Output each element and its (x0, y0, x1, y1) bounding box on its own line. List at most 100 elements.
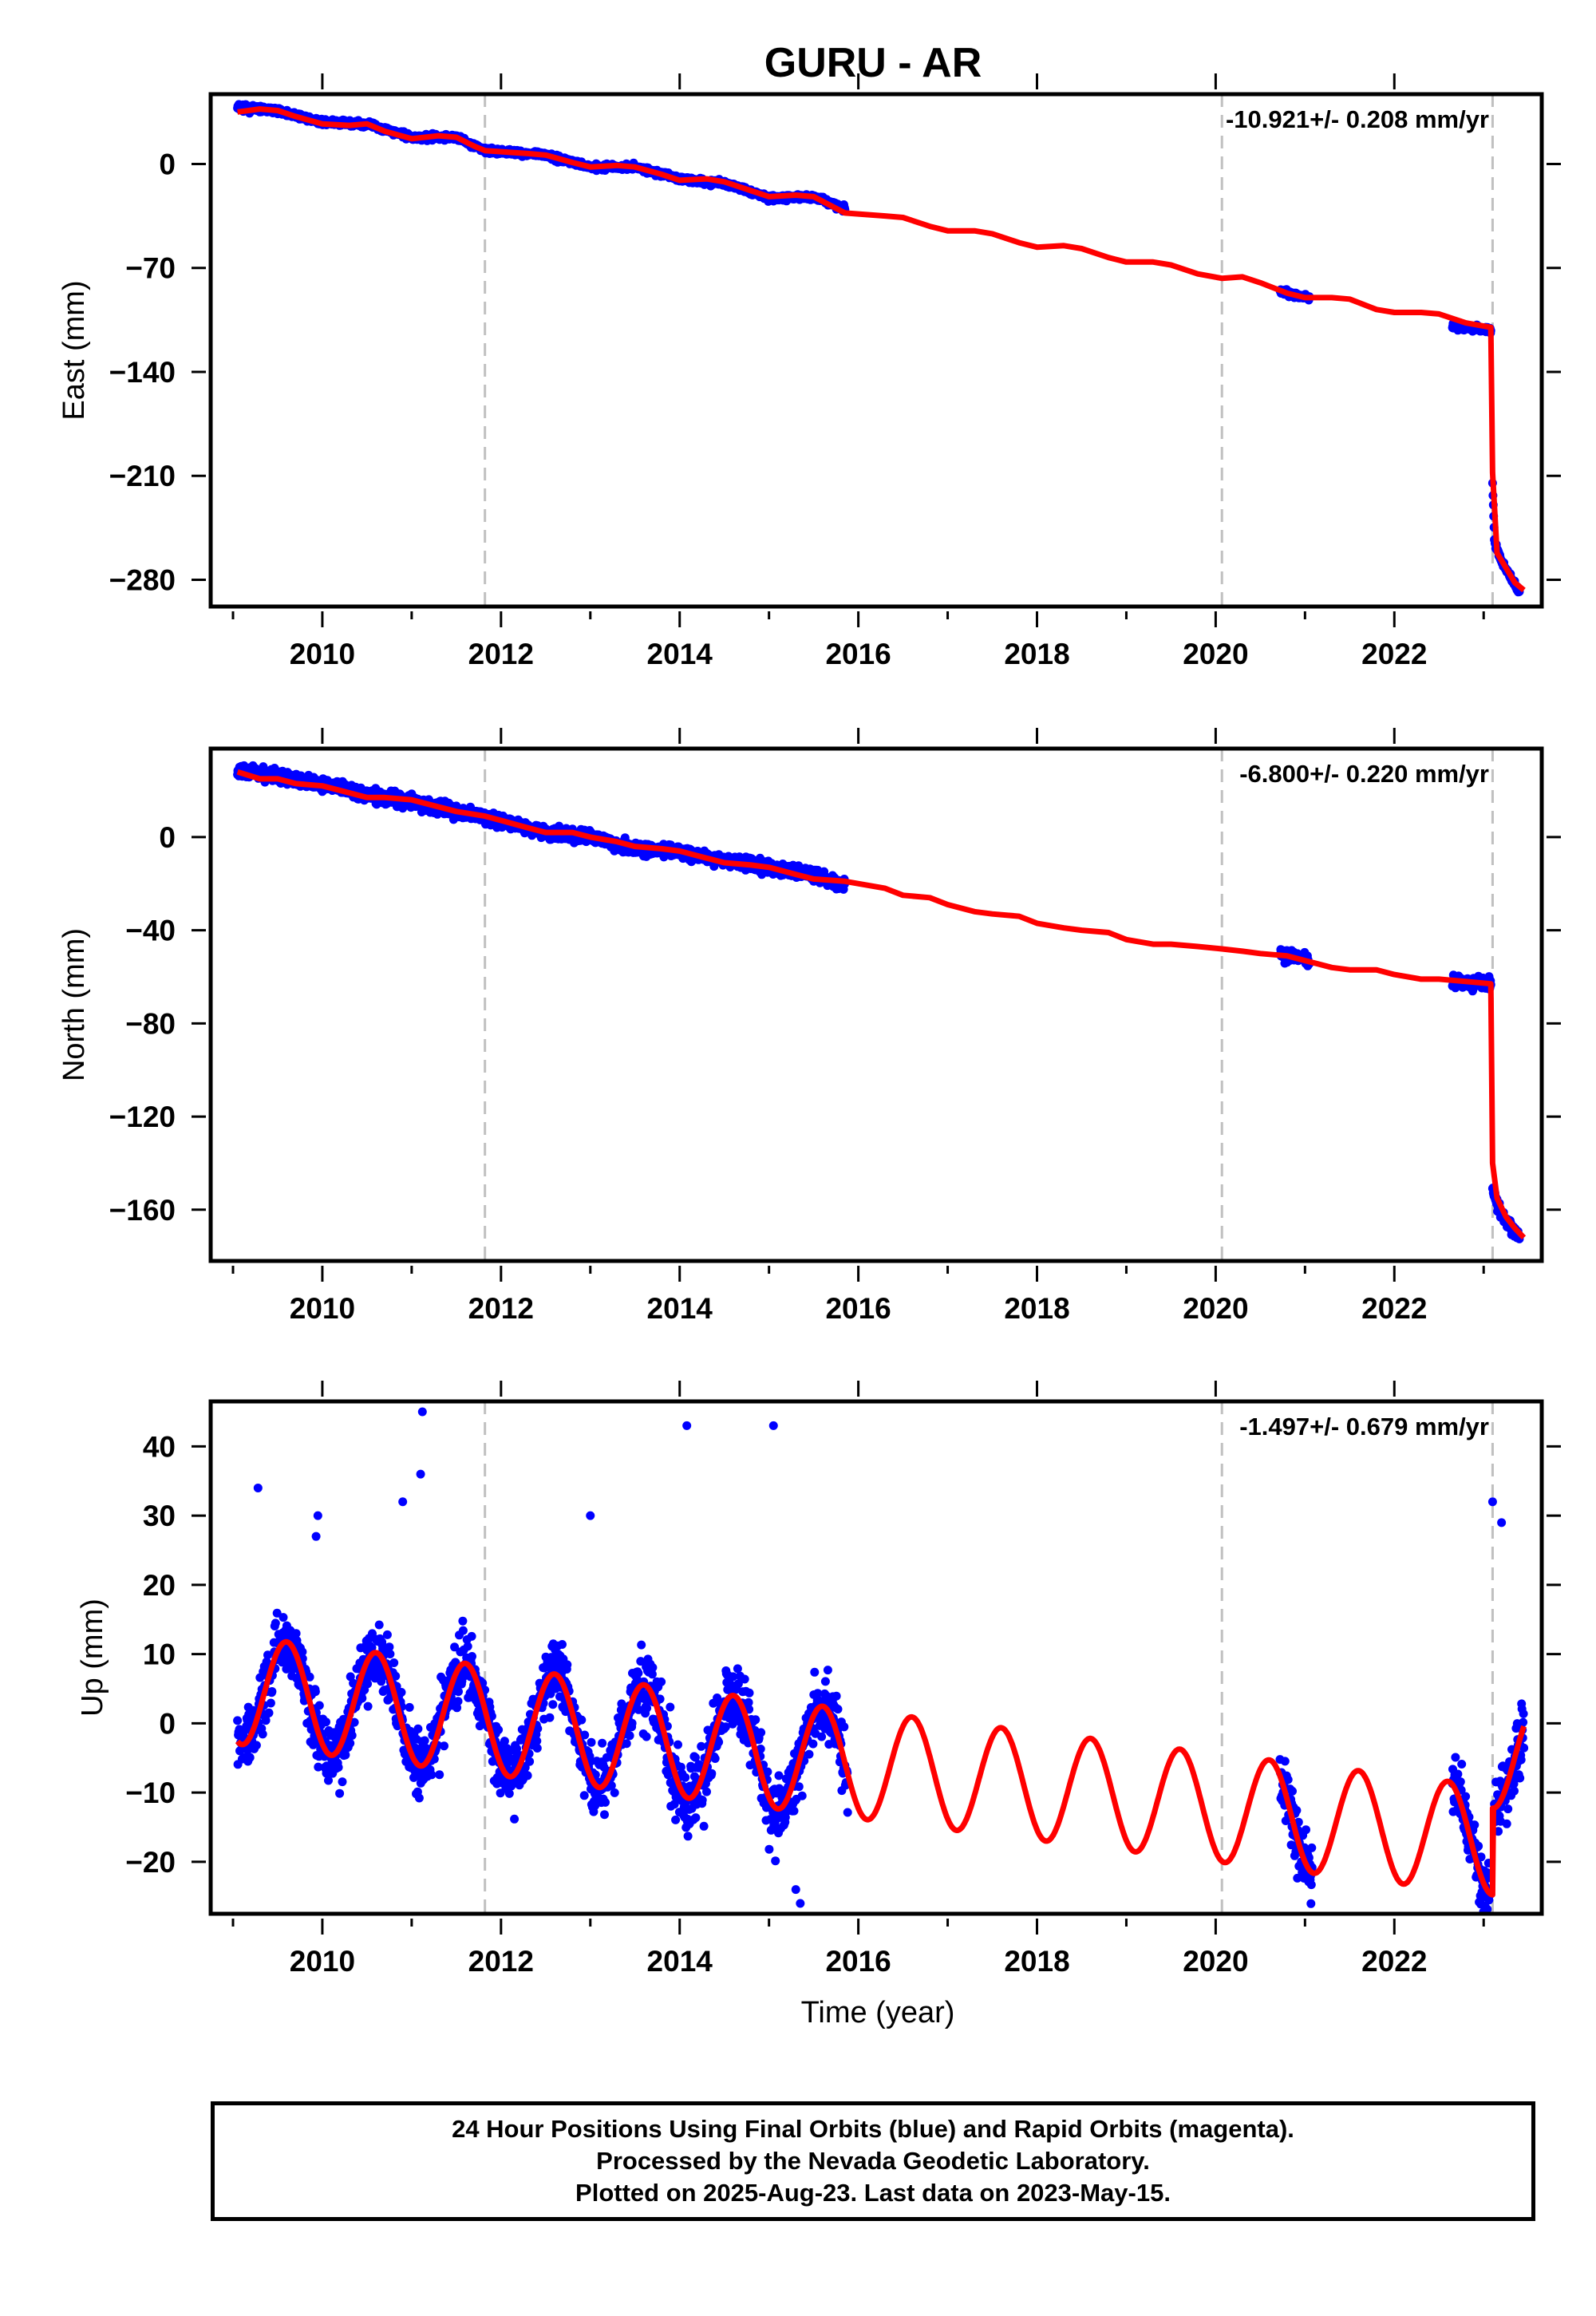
x-tick-label: 2016 (825, 1292, 891, 1325)
x-tick-label: 2014 (647, 638, 713, 670)
data-point (363, 1701, 373, 1711)
x-tick-label: 2010 (290, 638, 355, 670)
data-point (523, 1771, 532, 1780)
x-axis: 2010 2012 2014 2016 2018 2020 2022 (231, 73, 1485, 670)
y-tick-label: −80 (125, 1007, 176, 1040)
data-point (389, 1658, 399, 1667)
data-point (309, 1740, 318, 1749)
data-point (310, 1687, 320, 1697)
data-point (533, 1724, 543, 1733)
x-tick-label: 2012 (468, 1292, 534, 1325)
panels: 2010 2012 2014 2016 2018 2020 20220−70−140−210… (57, 73, 1561, 2029)
data-point (314, 1762, 323, 1772)
data-point (377, 1677, 386, 1686)
data-point (374, 1620, 384, 1630)
data-point (397, 1688, 406, 1697)
y-axis-label: North (mm) (57, 928, 91, 1081)
model-fit-line (236, 769, 1527, 1240)
data-point (264, 1708, 274, 1717)
y-axis: 0−70−140−210−280 (109, 148, 1561, 597)
data-point (347, 1731, 357, 1740)
y-tick-label: −140 (109, 356, 176, 389)
y-tick-label: −70 (125, 252, 176, 285)
plot-frame (208, 746, 1544, 1263)
data-point (346, 1738, 355, 1748)
data-point (334, 1763, 343, 1772)
data-point (271, 1618, 280, 1628)
data-point (440, 1741, 448, 1751)
data-point (341, 1750, 350, 1760)
model-fit-line (237, 106, 1526, 593)
y-tick-label: −280 (109, 564, 176, 597)
data-point (463, 1642, 472, 1651)
x-tick-label: 2012 (468, 638, 534, 670)
x-tick-label: 2020 (1183, 638, 1248, 670)
x-tick-label: 2010 (290, 1292, 355, 1325)
data-point (314, 1701, 324, 1710)
x-tick-label: 2022 (1361, 638, 1427, 670)
data-point (305, 1672, 314, 1682)
data-point (435, 1770, 444, 1780)
data-point (510, 1814, 519, 1824)
y-axis-label: East (mm) (57, 280, 91, 420)
observation-points (233, 1407, 1529, 1914)
data-point (467, 1631, 476, 1641)
data-point (385, 1642, 394, 1652)
data-point (414, 1793, 424, 1803)
plot-area (233, 100, 1526, 597)
data-point (458, 1616, 468, 1626)
x-axis: 2010 2012 2014 2016 2018 2020 2022 (231, 728, 1485, 1325)
data-point (468, 1652, 476, 1661)
observation-points (233, 100, 1524, 597)
data-point (298, 1647, 307, 1657)
data-point (258, 1729, 267, 1739)
y-tick-label: −120 (109, 1101, 176, 1133)
data-point (263, 1650, 272, 1660)
panel-1: 2010 2012 2014 2016 2018 2020 20220−70−140−210… (57, 73, 1561, 670)
data-point (291, 1629, 301, 1638)
data-point (450, 1642, 460, 1652)
x-tick-label: 2014 (647, 1292, 713, 1325)
data-point (504, 1788, 514, 1798)
plot-area (233, 761, 1527, 1243)
panel-3: 2010 2012 2014 2016 2018 2020 2022403020100−10… (76, 1381, 1561, 2029)
x-tick-label: 2016 (825, 638, 891, 670)
x-tick-label: 2020 (1183, 1292, 1248, 1325)
data-point (532, 1737, 542, 1745)
data-point (391, 1671, 401, 1681)
data-point (245, 1753, 255, 1762)
x-tick-label: 2018 (1004, 638, 1069, 670)
data-point (382, 1630, 392, 1639)
data-point (532, 1744, 542, 1753)
data-point (427, 1770, 437, 1780)
data-point (367, 1643, 377, 1652)
velocity-label: -6.800+/- 0.220 mm/yr (1239, 760, 1489, 788)
x-tick-label: 2022 (1361, 1292, 1427, 1325)
data-point (322, 1717, 330, 1727)
data-point (520, 1763, 530, 1773)
data-point (251, 1741, 261, 1750)
data-point (405, 1702, 414, 1712)
data-point (525, 1757, 535, 1766)
data-point (494, 1725, 504, 1734)
chart-title: GURU - AR (764, 40, 982, 86)
data-point (350, 1717, 359, 1727)
y-tick-label: 0 (159, 821, 176, 854)
plot-frame (208, 92, 1544, 609)
data-point (512, 1744, 521, 1753)
y-tick-label: −40 (125, 915, 176, 947)
data-point (233, 1716, 243, 1725)
data-point (413, 1724, 423, 1733)
y-tick-label: 0 (159, 148, 176, 180)
data-point (267, 1687, 277, 1696)
data-point (324, 1776, 333, 1785)
data-point (453, 1697, 463, 1706)
y-tick-label: −160 (109, 1194, 176, 1227)
data-point (335, 1788, 345, 1798)
data-point (272, 1608, 282, 1618)
plot-area (233, 1407, 1529, 1914)
observation-points (233, 761, 1524, 1243)
data-point (266, 1698, 275, 1708)
data-point (452, 1703, 462, 1713)
